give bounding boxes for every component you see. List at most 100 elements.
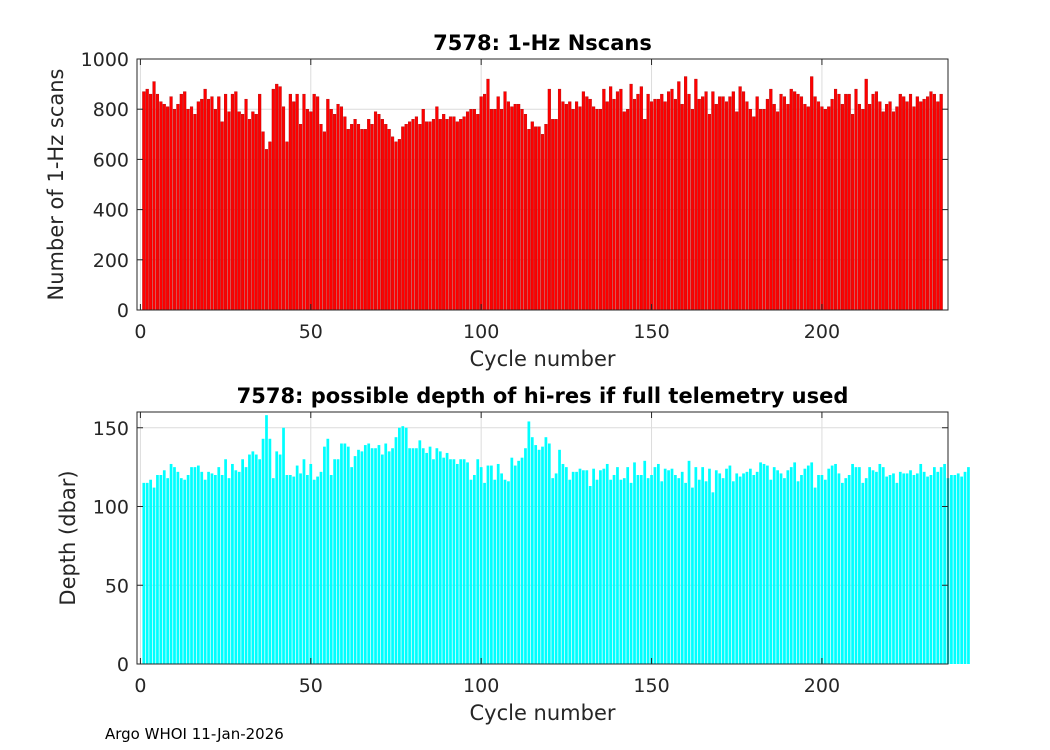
bar (851, 463, 854, 664)
bar (438, 119, 442, 311)
bar (789, 467, 793, 664)
bar (425, 121, 429, 311)
bar (745, 471, 749, 664)
bar (745, 101, 749, 311)
bar (673, 98, 677, 311)
bar (425, 452, 429, 664)
bar (612, 475, 616, 664)
bar (933, 467, 936, 664)
bar (653, 98, 657, 311)
bar (936, 471, 940, 664)
bar (428, 446, 432, 664)
bar (333, 459, 337, 664)
y-tick-label: 150 (93, 418, 129, 440)
bar (735, 111, 739, 311)
bar (759, 108, 763, 311)
bar (592, 468, 595, 664)
bar (292, 101, 296, 311)
bar (472, 475, 476, 664)
bar (701, 96, 705, 311)
bar (264, 149, 269, 311)
bar (742, 473, 745, 664)
bar (278, 86, 282, 311)
bar (898, 471, 902, 664)
bar (411, 119, 415, 311)
bar (200, 98, 204, 311)
bar (925, 96, 930, 311)
bar (755, 471, 759, 664)
bar (864, 78, 868, 311)
bar (636, 93, 640, 311)
bar (149, 479, 152, 664)
bar (714, 103, 718, 311)
bar (847, 93, 851, 311)
bar (350, 467, 354, 664)
bar (864, 478, 868, 664)
bar (575, 471, 578, 664)
bar (513, 465, 517, 664)
bar (261, 438, 265, 664)
bar (544, 437, 548, 664)
bar (486, 78, 490, 311)
bar (789, 88, 793, 311)
bar (551, 478, 555, 664)
bar (292, 476, 296, 664)
bar (701, 467, 705, 664)
bar (398, 427, 401, 664)
bar (823, 108, 827, 311)
bar (312, 479, 316, 664)
bar (404, 427, 408, 664)
bar (588, 98, 592, 311)
bar (449, 459, 452, 664)
bar (776, 470, 779, 664)
bar (173, 467, 176, 664)
bar (568, 479, 572, 664)
bar (598, 108, 602, 311)
bar (786, 103, 790, 311)
bar (793, 462, 797, 664)
bar (431, 119, 436, 311)
bar (220, 475, 224, 664)
bar (844, 478, 848, 664)
bar (874, 91, 879, 311)
bar (493, 108, 497, 311)
bar (895, 482, 899, 664)
bar (377, 114, 381, 311)
bar (210, 473, 214, 664)
bar (200, 471, 204, 664)
bar (156, 475, 159, 664)
bar (152, 487, 156, 664)
bar (217, 96, 221, 311)
bar (554, 119, 558, 311)
bar (414, 116, 418, 311)
chart-title: 7578: possible depth of hi-res if full t… (237, 384, 849, 408)
chart-depth: 0 50 100 150 200 0 50 100 150 7578: possible dept… (56, 384, 970, 725)
bar (462, 116, 466, 311)
bar (868, 103, 872, 311)
bar (670, 468, 674, 664)
bar (442, 457, 446, 664)
bar (902, 473, 906, 664)
bar (967, 467, 970, 664)
bar (653, 467, 657, 664)
bar (834, 463, 837, 664)
bar (285, 141, 289, 311)
bar (370, 124, 374, 311)
bar (220, 121, 224, 311)
bar (258, 93, 262, 311)
y-tick-label: 600 (93, 149, 129, 171)
bar (445, 452, 449, 664)
bar (602, 88, 606, 311)
bar (844, 93, 848, 311)
bar (189, 106, 194, 311)
bar (816, 101, 821, 311)
bar (336, 103, 340, 311)
bar (489, 108, 493, 311)
bar (316, 476, 319, 664)
bar (432, 459, 435, 664)
bar (833, 88, 838, 311)
bar (622, 111, 626, 311)
bar (503, 479, 507, 664)
bar (622, 478, 626, 664)
bar (891, 111, 896, 311)
